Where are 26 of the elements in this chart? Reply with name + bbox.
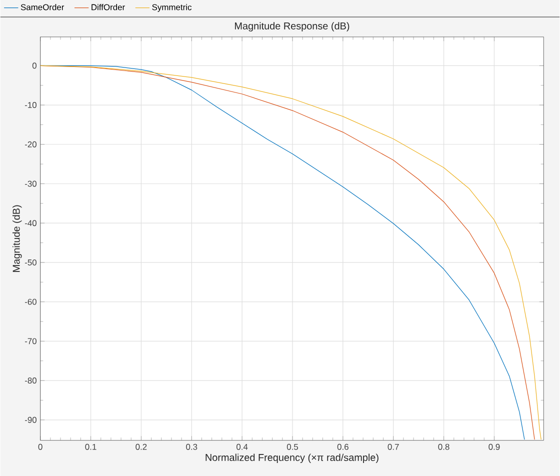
- y-axis-title: Magnitude (dB): [12, 205, 22, 272]
- x-tick-label: 0.8: [438, 444, 450, 450]
- x-tick-label: 0.5: [286, 444, 298, 450]
- y-tick-label: -30: [24, 180, 36, 187]
- x-tick-label: 0.3: [186, 444, 198, 450]
- x-axis-title: Normalized Frequency (×π rad/sample): [206, 454, 378, 463]
- y-tick-label: -10: [24, 102, 36, 108]
- chart-title: Magnitude Response (dB): [235, 22, 350, 32]
- x-tick-label: 0.9: [488, 444, 500, 450]
- x-tick-label: 0.1: [85, 444, 96, 450]
- x-tick-label: 0.7: [388, 444, 399, 450]
- x-tick-label: 0: [38, 444, 42, 450]
- y-tick-label: -70: [24, 338, 36, 344]
- x-tick-label: 0.2: [136, 444, 147, 450]
- y-tick-label: 0: [32, 62, 36, 68]
- y-tick-label: -80: [24, 377, 36, 384]
- x-tick-label: 0.6: [337, 444, 348, 450]
- x-tick-label: 0.4: [236, 444, 248, 450]
- y-tick-label: -40: [24, 220, 36, 226]
- legend-label: DiffOrder: [92, 4, 125, 10]
- y-tick-label: -20: [24, 141, 36, 148]
- y-tick-label: -50: [24, 259, 36, 266]
- legend-label: SameOrder: [20, 4, 64, 10]
- y-tick-label: -90: [24, 416, 36, 423]
- legend-label: Symmetric: [152, 4, 192, 12]
- y-tick-label: -60: [24, 298, 36, 305]
